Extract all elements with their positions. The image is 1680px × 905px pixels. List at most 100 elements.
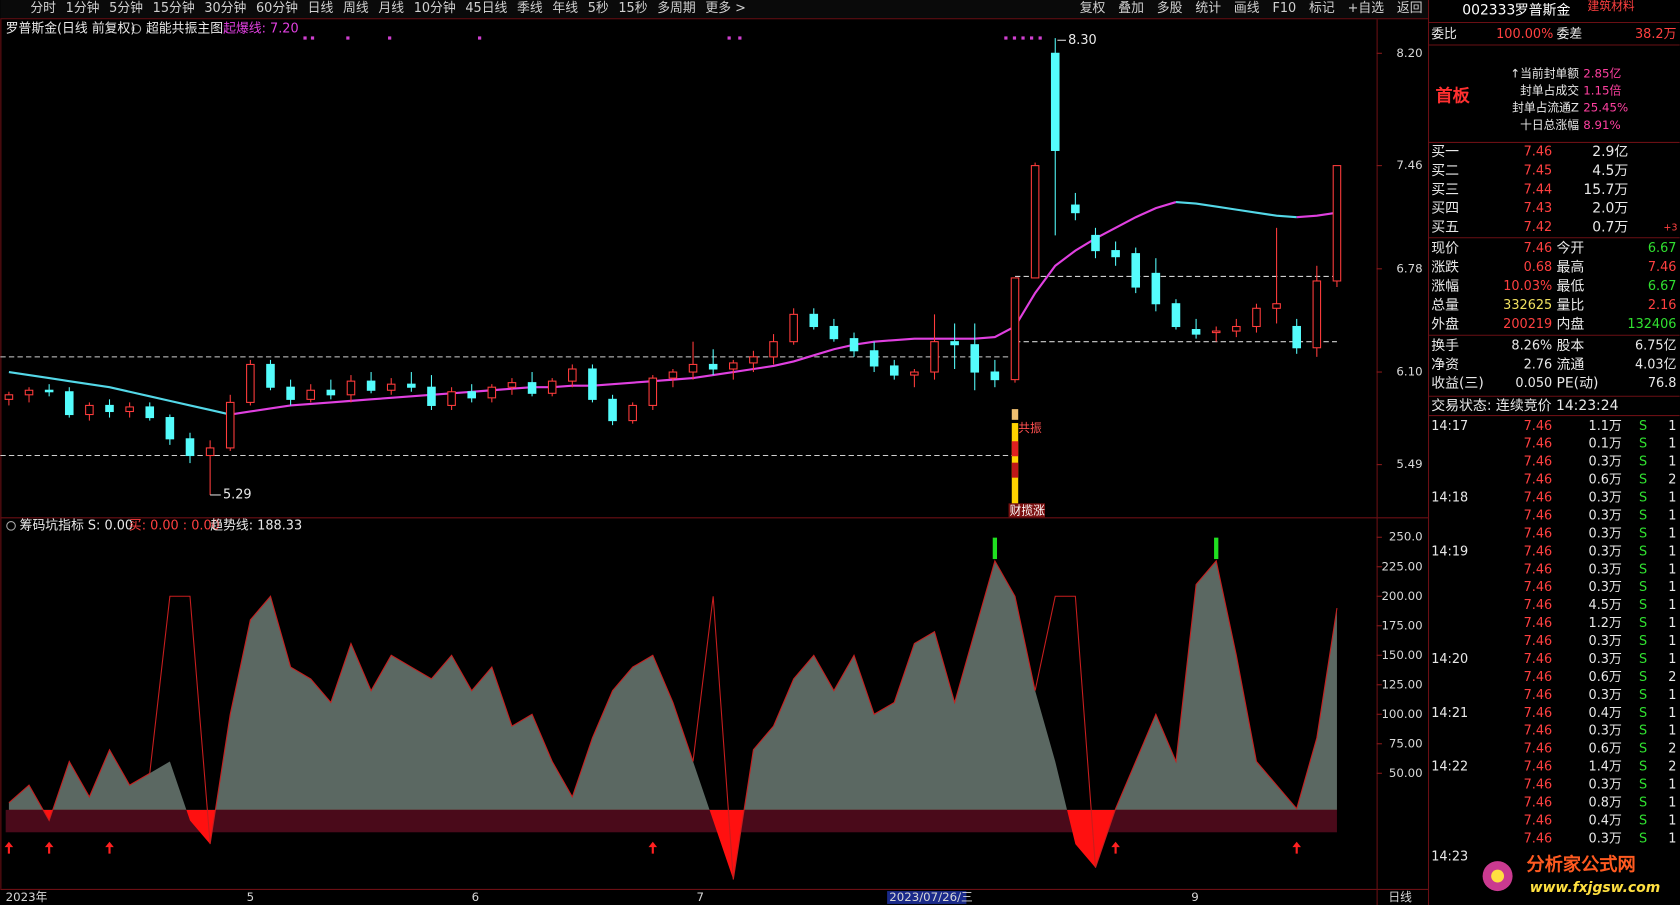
tool-button[interactable]: 复权 xyxy=(1080,0,1106,16)
date-highlight xyxy=(887,891,967,904)
candle-body xyxy=(910,371,919,376)
tick-price: 7.46 xyxy=(1524,634,1553,649)
signal-dot xyxy=(303,36,307,40)
date-label: 2023/07/26/三 xyxy=(889,890,973,904)
tick-count: 1 xyxy=(1668,437,1676,452)
candle-body xyxy=(1131,253,1141,288)
tick-volume: 1.4万 xyxy=(1589,760,1622,775)
date-label: 6 xyxy=(472,890,480,904)
period-tab[interactable]: 周线 xyxy=(343,1,369,16)
period-tab[interactable]: 45日线 xyxy=(465,1,507,16)
tick-volume: 4.5万 xyxy=(1589,598,1622,613)
tick-side: S xyxy=(1639,508,1647,523)
y-tick-label: 6.10 xyxy=(1396,365,1422,379)
period-tab[interactable]: 30分钟 xyxy=(204,0,246,16)
tick-price: 7.46 xyxy=(1524,526,1553,541)
tick-volume: 0.6万 xyxy=(1589,742,1622,757)
y-tick-label: 50.00 xyxy=(1389,766,1423,780)
period-tab[interactable]: 分时 xyxy=(30,1,56,16)
tick-volume: 0.8万 xyxy=(1589,795,1622,810)
buy-arrow xyxy=(1111,841,1120,854)
period-tab[interactable]: 60分钟 xyxy=(256,0,298,16)
period-tab[interactable]: 年线 xyxy=(552,1,578,16)
indicator-icon[interactable] xyxy=(6,521,16,531)
tick-price: 7.46 xyxy=(1524,455,1553,470)
stock-name: 罗普斯金 xyxy=(1515,3,1571,19)
y-tick-label: 250.0 xyxy=(1389,530,1423,544)
main-indicator-name[interactable]: 超能共振主图 xyxy=(146,21,223,36)
fund-value: 76.8 xyxy=(1648,376,1677,391)
candle-body xyxy=(970,344,980,373)
y-tick-label: 8.20 xyxy=(1396,46,1422,60)
moving-average xyxy=(1296,211,1338,219)
period-tab[interactable]: 季线 xyxy=(517,1,543,16)
indicator-title[interactable]: 筹码坑指标 S: 0.00 xyxy=(20,517,133,533)
tick-volume: 0.3万 xyxy=(1589,562,1622,577)
settings-icon[interactable] xyxy=(131,24,142,34)
tick-price: 7.46 xyxy=(1524,670,1553,685)
tool-button[interactable]: 多股 xyxy=(1157,1,1183,16)
stat-value: 6.67 xyxy=(1648,279,1677,294)
signal-tag-bg xyxy=(1008,503,1045,518)
stat-label: 内盘 xyxy=(1557,316,1585,333)
candle-body xyxy=(507,382,517,388)
period-tab[interactable]: 1分钟 xyxy=(66,0,100,16)
fund-label: 净资 xyxy=(1431,357,1459,373)
tool-button[interactable]: 返回 xyxy=(1397,1,1423,16)
trend-line xyxy=(8,559,1338,880)
tick-side: S xyxy=(1639,419,1647,434)
candle-body xyxy=(105,404,114,413)
signal-marker xyxy=(992,537,998,560)
tick-side: S xyxy=(1639,652,1647,667)
tick-count: 1 xyxy=(1668,831,1676,846)
candle-body xyxy=(4,394,14,400)
period-tab[interactable]: 15秒 xyxy=(618,1,647,16)
tick-side: S xyxy=(1639,688,1647,703)
stat-label: 外盘 xyxy=(1431,316,1459,333)
tool-button[interactable]: 标记 xyxy=(1309,1,1335,16)
tick-count: 2 xyxy=(1668,670,1676,685)
tool-button[interactable]: 叠加 xyxy=(1118,1,1144,16)
tick-volume: 0.6万 xyxy=(1589,670,1622,685)
tool-button[interactable]: F10 xyxy=(1272,1,1296,16)
period-tab[interactable]: 10分钟 xyxy=(414,0,456,16)
sector-tag[interactable]: 建筑材料 xyxy=(1588,0,1635,13)
candle-body xyxy=(588,368,597,400)
stock-code: 002333 xyxy=(1462,3,1515,19)
band xyxy=(5,809,1337,833)
period-tab[interactable]: 更多 > xyxy=(705,1,746,16)
tick-volume: 1.1万 xyxy=(1589,419,1622,434)
bid-volume: 0.7万 xyxy=(1592,219,1628,235)
period-tab[interactable]: 月线 xyxy=(378,1,404,16)
signal-dot xyxy=(1038,36,1042,40)
tick-volume: 0.3万 xyxy=(1589,778,1622,793)
tick-side: S xyxy=(1639,760,1647,775)
moving-average xyxy=(8,370,231,416)
candle-body xyxy=(1111,250,1120,258)
seal-label: 封单占流通Z xyxy=(1512,101,1579,115)
period-tab[interactable]: 日线 xyxy=(308,1,334,16)
tool-button[interactable]: +自选 xyxy=(1348,1,1385,16)
seal-value: 2.85亿 xyxy=(1583,66,1621,80)
stat-value: 7.46 xyxy=(1648,260,1677,275)
tool-button[interactable]: 统计 xyxy=(1195,1,1221,16)
stat-value: 6.67 xyxy=(1648,241,1677,256)
bid-label: 买二 xyxy=(1431,163,1459,179)
y-tick-label: 75.00 xyxy=(1389,736,1423,750)
candle-body xyxy=(829,325,839,340)
tick-side: S xyxy=(1639,634,1647,649)
period-tab[interactable]: 多周期 xyxy=(657,1,696,16)
tick-price: 7.46 xyxy=(1524,742,1553,757)
tick-time: 14:22 xyxy=(1431,760,1468,775)
candle-body xyxy=(568,368,577,382)
period-tab[interactable]: 5秒 xyxy=(588,1,609,16)
tick-time: 14:23 xyxy=(1431,849,1468,864)
signal-dot xyxy=(1029,36,1034,40)
tool-button[interactable]: 画线 xyxy=(1234,1,1260,16)
seal-value: 25.45% xyxy=(1583,101,1628,115)
seal-label: ↑当前封单额 xyxy=(1510,66,1579,80)
period-tab[interactable]: 5分钟 xyxy=(109,0,143,16)
stat-value: 200219 xyxy=(1503,317,1552,332)
period-tab[interactable]: 15分钟 xyxy=(153,0,195,16)
